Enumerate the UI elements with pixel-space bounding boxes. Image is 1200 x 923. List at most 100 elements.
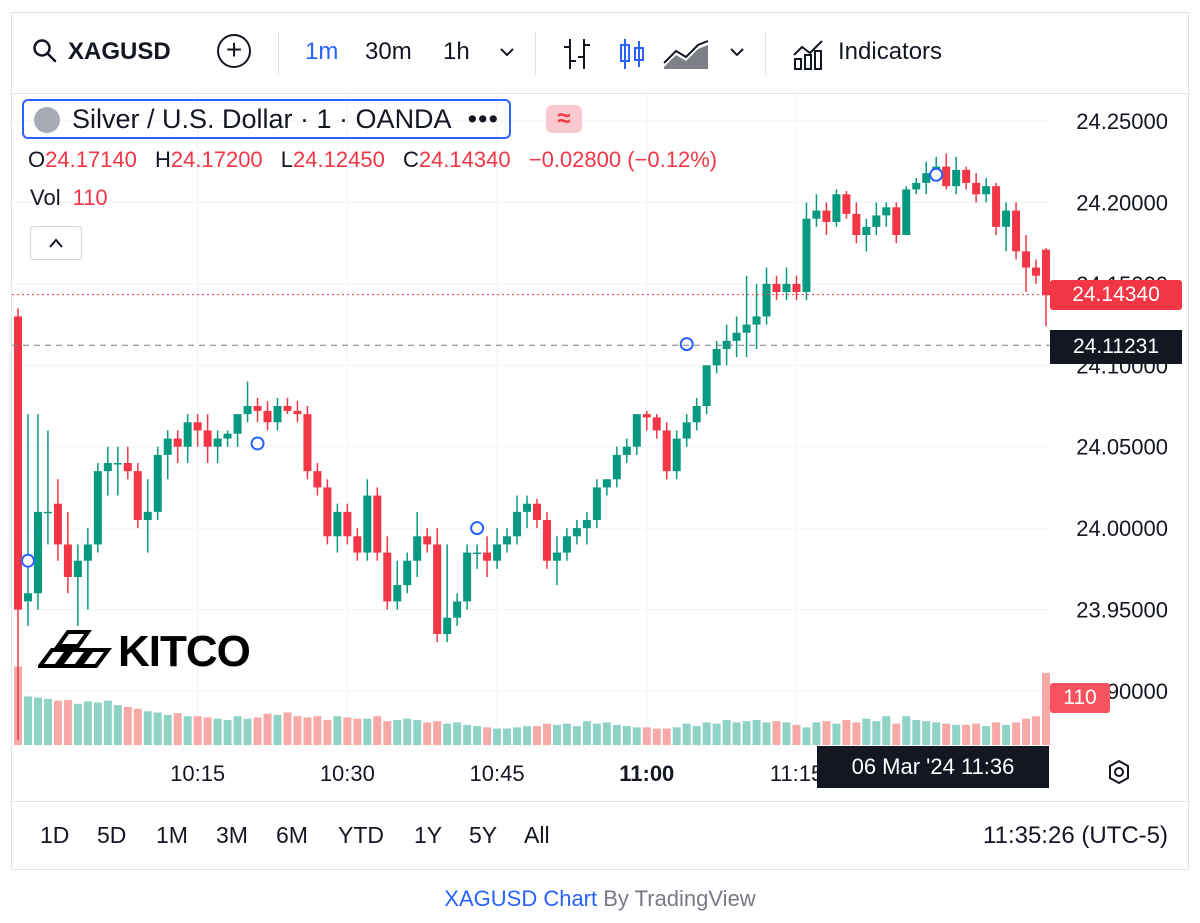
candle-body	[592, 487, 601, 520]
volume-bar	[403, 718, 412, 745]
compare-symbol-button[interactable]: +	[217, 34, 251, 68]
range-1m-button[interactable]: 1M	[156, 822, 188, 848]
candle-body	[353, 536, 362, 553]
volume-bar	[83, 701, 92, 745]
volume-bar	[752, 719, 761, 745]
candle-body	[14, 316, 22, 610]
attribution-suffix: By TradingView	[597, 886, 756, 911]
volume-bar	[702, 722, 711, 745]
area-chart-icon[interactable]	[662, 37, 710, 79]
bar-chart-icon[interactable]	[562, 37, 592, 79]
volume-bar	[582, 721, 591, 745]
event-marker-icon	[929, 167, 944, 182]
candle-body	[143, 511, 152, 520]
range-5d-button[interactable]: 5D	[97, 822, 127, 848]
volume-bar	[912, 719, 921, 745]
candle-body	[1012, 210, 1021, 252]
range-1y-button[interactable]: 1Y	[414, 822, 443, 848]
plus-icon: +	[225, 34, 243, 65]
candle-body	[842, 194, 851, 214]
volume-bar	[33, 697, 42, 745]
collapse-legend-button[interactable]	[30, 226, 82, 260]
volume-legend: Vol 110	[30, 185, 108, 211]
candlestick-chart-icon[interactable]	[617, 37, 647, 79]
candle-body	[832, 194, 841, 222]
volume-bar	[63, 700, 72, 745]
range-6m-button[interactable]: 6M	[276, 822, 308, 848]
volume-bar	[852, 722, 861, 745]
volume-bar	[1022, 718, 1031, 745]
candle-body	[572, 528, 581, 537]
candle-body	[782, 283, 791, 292]
volume-bar	[792, 724, 801, 745]
search-icon[interactable]	[32, 38, 58, 72]
symbol-search-button[interactable]: XAGUSD	[68, 38, 171, 65]
settings-gear-icon[interactable]	[1106, 759, 1132, 792]
volume-bar	[722, 719, 731, 745]
range-all-button[interactable]: All	[524, 822, 550, 848]
volume-bar	[23, 696, 32, 745]
volume-bar	[103, 700, 112, 745]
range-1d-button[interactable]: 1D	[40, 822, 70, 848]
candle-body	[333, 511, 342, 537]
timeframe-dropdown-chevron-down-icon[interactable]	[498, 39, 516, 69]
chart-type-dropdown-chevron-down-icon[interactable]	[728, 39, 746, 69]
volume-bar	[43, 698, 52, 745]
range-bar: 1D 5D 1M 3M 6M YTD 1Y 5Y All 11:35:26 (U…	[12, 801, 1188, 870]
volume-bar	[73, 703, 82, 745]
volume-label: Vol	[30, 185, 61, 210]
time-tick-label: 11:00	[619, 761, 674, 786]
candle-body	[742, 324, 751, 333]
timeframe-30m-button[interactable]: 30m	[365, 38, 412, 65]
candle-body	[373, 495, 382, 553]
volume-bar	[483, 727, 492, 745]
volume-bar	[213, 718, 222, 745]
candle-body	[822, 210, 831, 222]
volume-bar	[782, 722, 791, 745]
range-ytd-button[interactable]: YTD	[338, 822, 384, 848]
volume-bar	[233, 716, 242, 745]
candle-body	[1022, 251, 1031, 268]
timezone-clock[interactable]: 11:35:26 (UTC-5)	[983, 822, 1168, 849]
crosshair-time-tag: 06 Mar '24 11:36	[817, 746, 1049, 788]
volume-bar	[682, 723, 691, 745]
range-5y-button[interactable]: 5Y	[469, 822, 498, 848]
event-marker-icon	[250, 436, 265, 451]
volume-bar	[972, 723, 981, 745]
volume-bar	[223, 719, 232, 745]
open-label: O	[28, 147, 46, 172]
candle-body	[692, 406, 701, 423]
candle-body	[223, 433, 232, 439]
indicators-button[interactable]: Indicators	[838, 38, 943, 65]
volume-bar	[303, 717, 312, 745]
volume-bar	[902, 716, 911, 745]
more-options-icon[interactable]: •••	[467, 104, 499, 134]
candle-body	[872, 215, 881, 227]
volume-bar	[503, 728, 512, 745]
volume-bar	[992, 722, 1001, 745]
symbol-legend[interactable]: Silver / U.S. Dollar · 1 · OANDA •••	[22, 99, 511, 139]
candle-body	[952, 169, 961, 187]
candle-body	[473, 552, 482, 555]
candle-body	[103, 463, 112, 472]
volume-bar	[632, 727, 641, 745]
volume-bar	[343, 717, 352, 745]
candle-body	[213, 438, 222, 447]
volume-bar	[962, 724, 971, 745]
range-3m-button[interactable]: 3M	[216, 822, 248, 848]
top-toolbar: XAGUSD + 1m 30m 1h Indicators	[12, 13, 1188, 94]
compare-icon[interactable]: ≈	[546, 105, 582, 133]
candle-body	[762, 283, 771, 317]
timeframe-1m-button[interactable]: 1m	[305, 38, 339, 65]
timeframe-1h-button[interactable]: 1h	[443, 38, 470, 65]
candle-body	[123, 463, 132, 472]
candle-body	[133, 471, 142, 520]
attribution-link[interactable]: XAGUSD Chart	[444, 886, 598, 911]
candle-body	[363, 495, 372, 553]
candle-body	[433, 544, 442, 634]
indicators-icon[interactable]	[792, 37, 826, 79]
candle-body	[552, 552, 561, 561]
candle-body	[113, 463, 122, 465]
candle-body	[263, 410, 272, 423]
candle-body	[562, 536, 571, 553]
